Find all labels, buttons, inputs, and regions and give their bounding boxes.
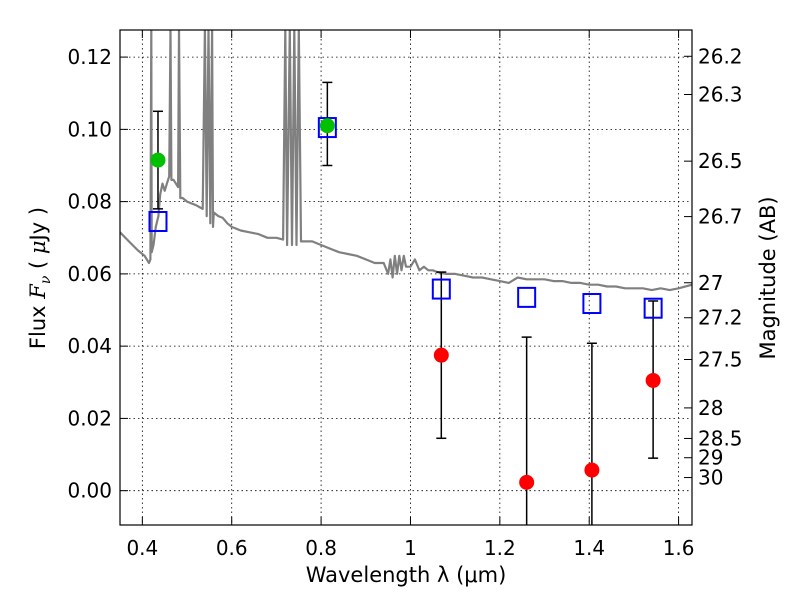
y-tick-label: 0.12	[67, 45, 112, 69]
y-tick-label: 0.04	[67, 334, 112, 358]
tick-layer: 0.4 0.6 0.8 1 1.2 1.4 1.6 0.00 0.02 0.04 0.06 0.08 0…	[67, 30, 743, 560]
x-tick-label: 1.2	[484, 536, 516, 560]
model-spectrum-layer	[120, 30, 692, 292]
plot-frame	[119, 29, 693, 526]
y-axis-label-right: Magnitude (AB)	[756, 196, 780, 359]
magnitude-tick-label: 26.5	[698, 149, 743, 173]
x-tick-label: 1	[404, 536, 417, 560]
magnitude-tick-label: 26.3	[698, 83, 743, 107]
x-axis-label: Wavelength λ (μm)	[306, 563, 507, 587]
axes-frame	[119, 29, 693, 526]
nondetection-point	[584, 462, 600, 478]
magnitude-tick-label: 28	[698, 396, 723, 420]
y-axis-label-left: Flux Fν ( μJy )	[26, 207, 54, 349]
y-tick-label: 0.10	[67, 117, 112, 141]
grid	[120, 30, 692, 525]
magnitude-tick-label: 27.2	[698, 306, 743, 330]
magnitude-tick-label: 27	[698, 271, 723, 295]
nondetection-point	[519, 474, 535, 490]
detection-point	[319, 118, 335, 134]
y-tick-label: 0.06	[67, 262, 112, 286]
magnitude-tick-label: 26.7	[698, 205, 743, 229]
model-photometry-square	[517, 286, 537, 308]
x-tick-label: 1.4	[573, 536, 605, 560]
y-tick-label: 0.02	[67, 406, 112, 430]
magnitude-tick-label: 28.5	[698, 426, 743, 450]
x-tick-label: 0.4	[126, 536, 158, 560]
magnitude-tick-label: 30	[698, 466, 723, 490]
model-spectrum-line	[120, 30, 692, 292]
magnitude-tick-label: 27.5	[698, 347, 743, 371]
model-photometry-square	[431, 278, 451, 300]
magnitude-tick-label: 29	[698, 446, 723, 470]
nondetection-point	[433, 347, 449, 363]
y-tick-label: 0.00	[67, 479, 112, 503]
detection-point	[150, 152, 166, 168]
x-tick-label: 0.8	[305, 536, 337, 560]
x-tick-label: 0.6	[216, 536, 248, 560]
model-photometry-square	[643, 297, 663, 319]
y-tick-label: 0.08	[67, 190, 112, 214]
marker-layer	[148, 117, 663, 490]
model-photometry-square	[148, 210, 168, 232]
nondetection-point	[645, 372, 661, 388]
magnitude-tick-label: 26.2	[698, 44, 743, 68]
model-photometry-square	[317, 117, 337, 139]
x-tick-label: 1.6	[663, 536, 695, 560]
model-photometry-square	[582, 293, 602, 315]
